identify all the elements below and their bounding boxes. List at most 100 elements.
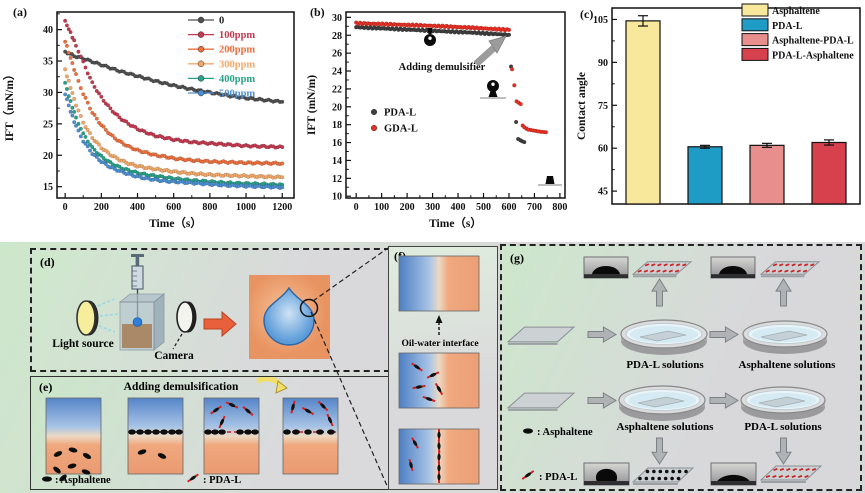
glass-slide [506, 326, 576, 345]
asphaltene-particle-icon [251, 429, 259, 435]
flow-arrow-icon [709, 326, 739, 343]
svg-text:100: 100 [374, 202, 389, 213]
svg-text:30: 30 [43, 88, 53, 99]
coated-slide [759, 261, 821, 278]
flow-arrow-icon [587, 392, 617, 409]
asphaltene-particle-icon [157, 453, 167, 459]
asphaltene-particle-icon [82, 452, 92, 460]
svg-text:15: 15 [43, 182, 53, 193]
svg-text:(b): (b) [310, 5, 325, 19]
asphaltene-legend-label: : Asphaltene [537, 427, 593, 438]
oil-water-cell [282, 397, 339, 475]
camera-label: Camera [154, 350, 194, 362]
petri-dish [618, 385, 706, 421]
svg-text:PDA-L: PDA-L [772, 21, 803, 32]
dish-label-asphaltene-bottom: Asphaltene solutions [617, 421, 715, 433]
svg-text:IFT (mN/m): IFT (mN/m) [306, 75, 318, 135]
pdal-molecule-icon [422, 395, 436, 403]
asphaltene-particle-icon [81, 469, 91, 475]
series-PDA-L [354, 24, 527, 145]
svg-text:800: 800 [552, 202, 567, 213]
svg-text:200: 200 [400, 202, 415, 213]
svg-text:40: 40 [43, 25, 53, 36]
svg-text:PDA-L-Asphaltene: PDA-L-Asphaltene [772, 50, 854, 61]
camera-icon [172, 301, 197, 350]
pdal-molecule-icon [437, 429, 441, 441]
panel-d-label: (d) [40, 255, 55, 269]
oil-water-cell [398, 255, 480, 312]
svg-text:300: 300 [425, 202, 440, 213]
svg-text:60: 60 [598, 144, 608, 155]
asphaltene-particle-icon [327, 429, 335, 435]
svg-text:Time（s）: Time（s） [149, 216, 202, 230]
demulsification-sequence: (e) Adding demulsification : Asphaltene … [39, 377, 339, 486]
pdal-molecule-icon [187, 473, 199, 483]
pdal-molecule-icon [225, 401, 239, 409]
svg-text:20: 20 [43, 151, 53, 162]
svg-text:500: 500 [476, 202, 491, 213]
pdal-molecule-icon [412, 384, 426, 390]
svg-text:1200: 1200 [272, 202, 292, 213]
asphaltene-particle-icon [316, 429, 324, 435]
svg-text:30: 30 [332, 13, 342, 24]
svg-text:45: 45 [598, 187, 608, 198]
svg-text:PDA-L: PDA-L [384, 108, 416, 119]
bar-PDA-L-Asphaltene [811, 139, 847, 205]
pdal-molecule-icon [242, 406, 254, 416]
svg-text:26: 26 [332, 49, 342, 60]
light-source-icon [76, 298, 119, 336]
series-500ppm [63, 92, 285, 191]
panel-f-interface: (f) Oil-water interface [388, 246, 498, 490]
flow-arrow-icon [651, 278, 668, 307]
svg-text:800: 800 [202, 202, 217, 213]
svg-text:0: 0 [219, 16, 224, 27]
flow-arrow-icon [587, 326, 617, 343]
legend: PDA-L GDA-L [370, 108, 418, 135]
schematic-area: (d) Light source [0, 242, 865, 493]
axes: 0 100 200 300 400 500 600 700 800 10 12 14 16 18 20 22 2… [306, 11, 567, 230]
svg-text:1000: 1000 [236, 202, 256, 213]
flow-arrow-icon [775, 278, 792, 307]
svg-text:Asphaltene: Asphaltene [772, 6, 820, 17]
pdal-molecule-icon [408, 458, 414, 472]
series-0 [63, 49, 285, 104]
asphaltene-particle-icon [53, 451, 63, 457]
pdal-molecule-icon [437, 470, 441, 484]
contact-angle-photo [583, 462, 630, 486]
svg-text:75: 75 [598, 101, 608, 112]
svg-text:22: 22 [332, 84, 342, 95]
coated-slide [759, 465, 823, 483]
svg-text:Time（s）: Time（s） [429, 216, 482, 230]
pdal-molecule-icon [437, 439, 441, 453]
svg-text:10: 10 [332, 192, 342, 203]
petri-dish [740, 386, 826, 420]
oil-water-cell [203, 397, 260, 475]
panel-e-label: (e) [39, 380, 52, 394]
series-GDA-L [354, 20, 549, 135]
dish-label-asphaltene-top: Asphaltene solutions [739, 359, 837, 371]
panel-g-label: (g) [510, 251, 524, 265]
asphaltene-particle-icon [59, 474, 67, 482]
pdal-molecule-icon [434, 382, 444, 396]
asphaltene-particle-icon [218, 429, 226, 435]
series-300ppm [63, 67, 285, 180]
svg-text:20: 20 [332, 102, 342, 113]
ift-vs-time-demulsifier-chart: 0 100 200 300 400 500 600 700 800 10 12 14 16 18 20 22 2… [306, 5, 567, 230]
ift-vs-time-concentration-chart: 0 200 400 600 800 1000 1200 15 20 25 30 35 40 Time（s）… [2, 5, 295, 230]
cuvette-icon [118, 293, 166, 351]
pdal-molecule-icon [218, 415, 226, 429]
chart-row: 0 200 400 600 800 1000 1200 15 20 25 30 35 40 Time（s）… [0, 0, 865, 242]
oil-water-cell [45, 397, 102, 475]
contact-angle-photo [583, 256, 629, 279]
svg-text:14: 14 [332, 156, 342, 167]
water-droplet-icon [263, 286, 315, 346]
asphaltene-particle-icon [283, 429, 291, 435]
series-100ppm [63, 18, 285, 150]
flow-arrow-icon [651, 437, 668, 465]
pdal-molecule-icon [521, 470, 535, 480]
svg-text:24: 24 [332, 67, 342, 78]
pdal-molecule-icon [411, 437, 419, 449]
panel-e-demulsification: (e) Adding demulsification : Asphaltene … [30, 376, 390, 490]
asphaltene-particle-icon [67, 463, 77, 469]
